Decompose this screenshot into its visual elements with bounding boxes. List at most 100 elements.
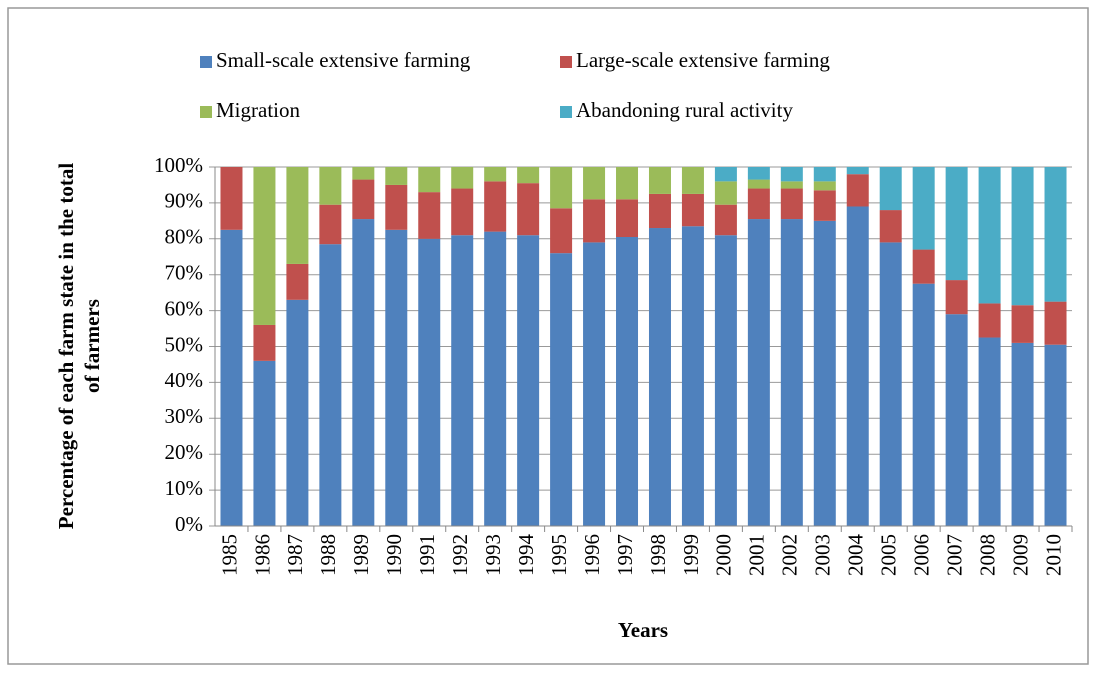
bar-segment: [879, 242, 902, 526]
bar-segment: [319, 244, 342, 526]
x-tick-label: 1986: [250, 534, 274, 576]
bar-segment: [945, 167, 968, 281]
bar-segment: [846, 167, 869, 175]
x-tick-label: 1993: [481, 534, 505, 576]
x-tick-label: 1991: [415, 534, 439, 576]
y-tick-label: 100%: [154, 153, 203, 177]
x-tick-label: 1998: [646, 534, 670, 576]
bar-segment: [813, 181, 836, 191]
bar-segment: [484, 231, 507, 526]
y-axis-label: of farmers: [80, 299, 104, 393]
bar-segment: [780, 167, 803, 182]
x-tick-label: 2000: [712, 534, 736, 576]
bar-segment: [714, 167, 737, 182]
legend-label: Small-scale extensive farming: [216, 48, 471, 72]
bar-segment: [451, 188, 474, 236]
bar-segment: [484, 181, 507, 232]
bar-segment: [1044, 167, 1067, 302]
bar-segment: [1011, 305, 1034, 343]
x-tick-label: 2007: [942, 534, 966, 576]
bar-segment: [1011, 342, 1034, 526]
x-tick-label: 1990: [382, 534, 406, 576]
bar-segment: [1011, 167, 1034, 306]
bar-segment: [583, 242, 606, 526]
legend-swatch: [560, 106, 572, 118]
bar-segment: [385, 167, 408, 185]
bar-segment: [220, 229, 243, 526]
bar-segment: [813, 167, 836, 182]
y-tick-label: 70%: [165, 261, 204, 285]
bar-segment: [648, 228, 671, 526]
bar-segment: [583, 199, 606, 243]
bar-segment: [780, 219, 803, 526]
bar-segment: [319, 167, 342, 205]
x-tick-label: 2008: [975, 534, 999, 576]
bar-segment: [484, 167, 507, 182]
bar-segment: [385, 184, 408, 230]
bar-segment: [286, 167, 309, 264]
legend-label: Large-scale extensive farming: [576, 48, 830, 72]
bar-segment: [616, 199, 639, 238]
bar-segment: [550, 208, 573, 254]
x-tick-label: 1988: [316, 534, 340, 576]
x-tick-label: 2010: [1041, 534, 1065, 576]
y-tick-label: 20%: [165, 440, 204, 464]
bar-segment: [846, 174, 869, 207]
y-tick-label: 60%: [165, 296, 204, 320]
bar-segment: [912, 167, 935, 250]
x-tick-label: 1985: [217, 534, 241, 576]
x-tick-label: 1999: [679, 534, 703, 576]
bar-segment: [352, 167, 375, 180]
bar-segment: [517, 183, 540, 236]
y-tick-label: 30%: [165, 404, 204, 428]
bar-segment: [813, 190, 836, 221]
bar-segment: [780, 181, 803, 189]
x-tick-label: 1994: [514, 534, 538, 577]
bar-segment: [681, 193, 704, 227]
bar-segment: [648, 167, 671, 194]
x-tick-label: 2001: [745, 534, 769, 576]
bar-segment: [681, 226, 704, 527]
bar-segment: [253, 167, 276, 325]
bar-segment: [879, 210, 902, 243]
legend-label: Abandoning rural activity: [576, 98, 793, 122]
bar-segment: [451, 235, 474, 526]
bar-segment: [747, 167, 770, 180]
bar-segment: [517, 167, 540, 184]
bar-segment: [879, 167, 902, 211]
bar-segment: [747, 179, 770, 189]
bar-segment: [286, 263, 309, 300]
bar-segment: [385, 229, 408, 526]
y-tick-label: 90%: [165, 189, 204, 213]
bar-segment: [945, 280, 968, 315]
bar-segment: [253, 324, 276, 361]
bar-segment: [978, 167, 1001, 304]
bar-segment: [747, 219, 770, 526]
x-tick-label: 2004: [844, 534, 868, 577]
bar-segment: [352, 219, 375, 526]
bar-segment: [648, 193, 671, 229]
bar-segment: [319, 204, 342, 245]
bar-segment: [714, 204, 737, 236]
bar-segment: [714, 181, 737, 205]
bar-segment: [912, 283, 935, 526]
legend-swatch: [200, 106, 212, 118]
x-tick-label: 1987: [283, 534, 307, 576]
bar-segment: [253, 360, 276, 526]
bar-segment: [286, 299, 309, 526]
chart-frame: [7, 7, 1089, 665]
bar-segment: [1044, 344, 1067, 526]
y-axis-label: Percentage of each farm state in the tot…: [54, 163, 78, 530]
bar-segment: [352, 179, 375, 220]
bar-segment: [978, 337, 1001, 526]
bar-segment: [912, 249, 935, 284]
bar-segment: [1044, 301, 1067, 345]
x-tick-label: 2005: [877, 534, 901, 576]
x-tick-label: 1992: [448, 534, 472, 576]
x-tick-label: 1996: [580, 534, 604, 576]
bar-segment: [616, 167, 639, 200]
legend-label: Migration: [216, 98, 300, 122]
bar-segment: [550, 167, 573, 209]
y-tick-label: 50%: [165, 332, 204, 356]
